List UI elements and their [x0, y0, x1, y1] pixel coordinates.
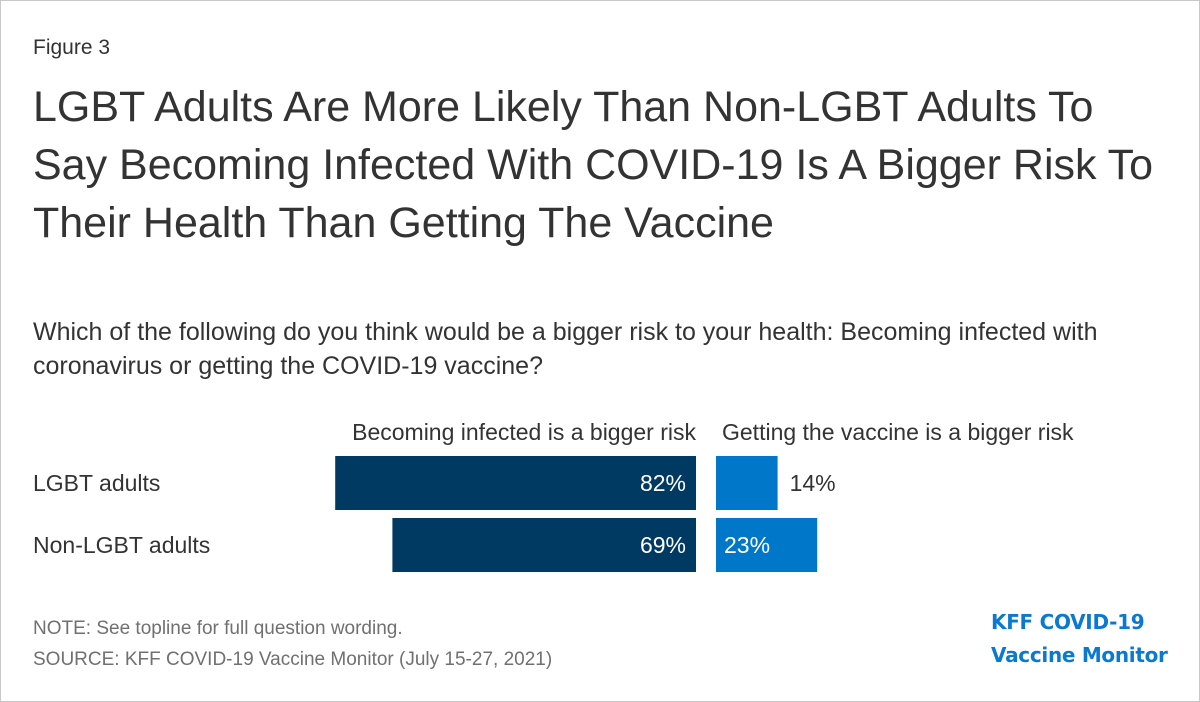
category-label: Non-LGBT adults — [33, 532, 210, 558]
brand-logo-line2[interactable]: Vaccine Monitor — [991, 643, 1168, 667]
legend-vaccine: Getting the vaccine is a bigger risk — [722, 419, 1074, 445]
legend-infected: Becoming infected is a bigger risk — [352, 419, 696, 445]
source-text: SOURCE: KFF COVID-19 Vaccine Monitor (Ju… — [33, 649, 553, 670]
data-label-vaccine: 14% — [790, 470, 836, 496]
bar-vaccine — [716, 518, 818, 572]
brand-logo-line1[interactable]: KFF COVID-19 — [991, 610, 1145, 634]
data-label-infected: 69% — [640, 532, 686, 558]
bar-infected — [392, 518, 696, 572]
category-label: LGBT adults — [33, 470, 160, 496]
bar-chart: Becoming infected is a bigger risk Gettin… — [33, 419, 1074, 572]
figure-label: Figure 3 — [33, 36, 111, 59]
chart-subtitle: Which of the following do you think woul… — [33, 318, 1098, 380]
note-text: NOTE: See topline for full question word… — [33, 618, 403, 639]
bar-vaccine — [716, 456, 778, 510]
bar-infected — [335, 456, 696, 510]
data-label-infected: 82% — [640, 470, 686, 496]
data-label-vaccine: 23% — [724, 532, 770, 558]
chart-title: LGBT Adults Are More Likely Than Non-LGB… — [33, 83, 1154, 247]
